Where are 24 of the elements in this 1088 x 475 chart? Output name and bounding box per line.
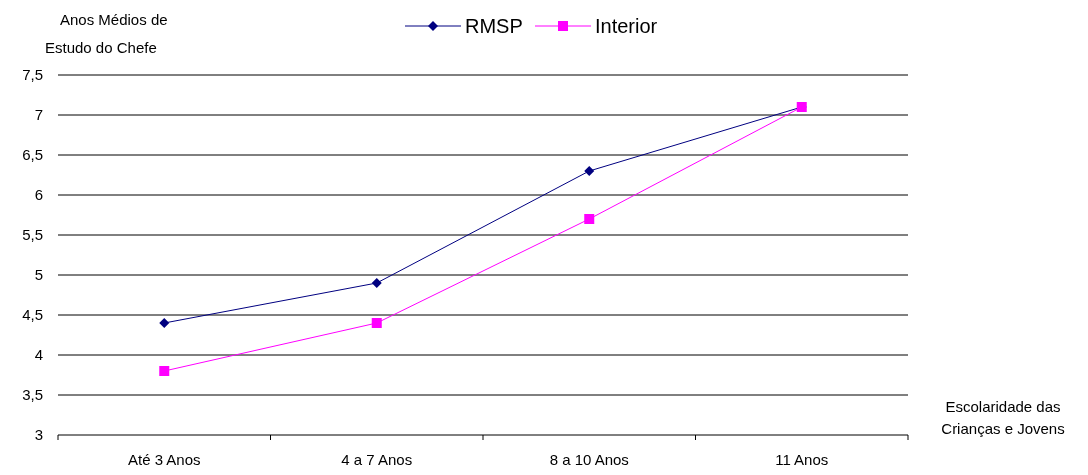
- legend-label: RMSP: [465, 15, 523, 37]
- x-tick-label: 4 a 7 Anos: [341, 451, 413, 468]
- y-tick-label: 5: [34, 266, 43, 284]
- y-tick-label: 3: [34, 426, 43, 444]
- x-tick-label: 11 Anos: [775, 451, 829, 468]
- point: [371, 278, 382, 288]
- point: [371, 318, 382, 328]
- point: [159, 318, 170, 328]
- y-tick-label: 3,5: [22, 386, 43, 404]
- y-tick-label: 4,5: [22, 306, 43, 324]
- x-axis-title: Escolaridade das Crianças e Jovens: [941, 398, 1065, 437]
- x-tick-label: 8 a 10 Anos: [549, 451, 629, 468]
- point: [584, 214, 595, 224]
- point: [584, 166, 595, 176]
- legend-label: Interior: [595, 15, 658, 37]
- y-tick-label: 4: [34, 346, 43, 364]
- x-tick-label: Até 3 Anos: [127, 451, 201, 468]
- y-tick-label: 6: [34, 186, 43, 204]
- point: [159, 366, 170, 376]
- y-tick-label: 5,5: [22, 226, 43, 244]
- y-tick-label: 6,5: [22, 146, 43, 164]
- y-tick-label: 7,5: [22, 66, 43, 84]
- y-tick-label: 7: [34, 106, 43, 124]
- y-axis-title: Anos Médios de Estudo do Chefe: [45, 11, 168, 56]
